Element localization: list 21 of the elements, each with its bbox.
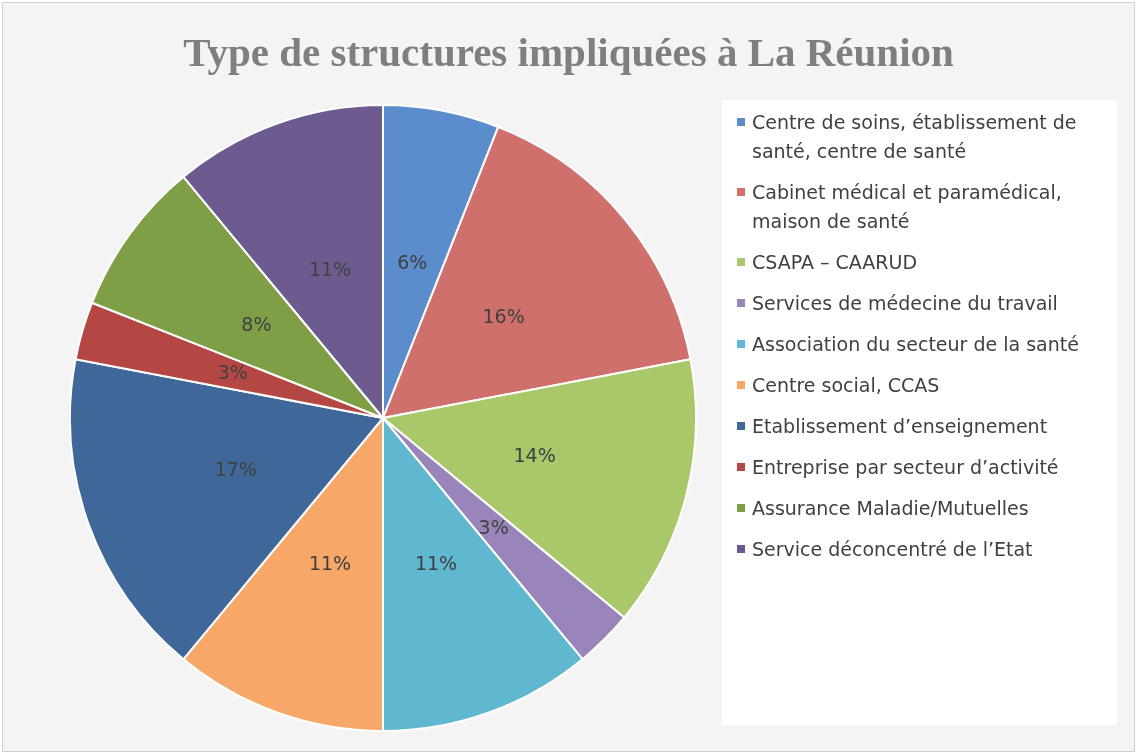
chart-title: Type de structures impliquées à La Réunion <box>182 28 955 76</box>
data-label: 11% <box>308 257 352 280</box>
legend-label: Cabinet médical et paramédical, maison de santé <box>752 181 1062 232</box>
data-label: 11% <box>308 552 352 575</box>
legend-label: Centre social, CCAS <box>752 374 940 396</box>
data-label: 14% <box>513 443 556 466</box>
legend-label: Association du secteur de la santé <box>752 333 1079 355</box>
data-label: 8% <box>241 312 272 335</box>
legend-label: Entreprise par secteur d’activité <box>752 456 1059 478</box>
legend-label: Service déconcentré de l’Etat <box>752 538 1033 560</box>
legend-label: Centre de soins, établissement de santé, centre de santé <box>752 111 1077 162</box>
data-label: 6% <box>397 251 428 274</box>
data-label: 3% <box>478 515 509 538</box>
legend-label: Etablissement d’enseignement <box>752 415 1048 437</box>
data-label: 11% <box>414 552 458 575</box>
data-label: 3% <box>217 361 248 384</box>
data-label: 17% <box>214 457 257 480</box>
legend-label: Assurance Maladie/Mutuelles <box>752 497 1029 519</box>
legend-label: Services de médecine du travail <box>752 292 1058 314</box>
data-label: 16% <box>482 305 525 328</box>
legend-label: CSAPA – CAARUD <box>752 251 918 273</box>
